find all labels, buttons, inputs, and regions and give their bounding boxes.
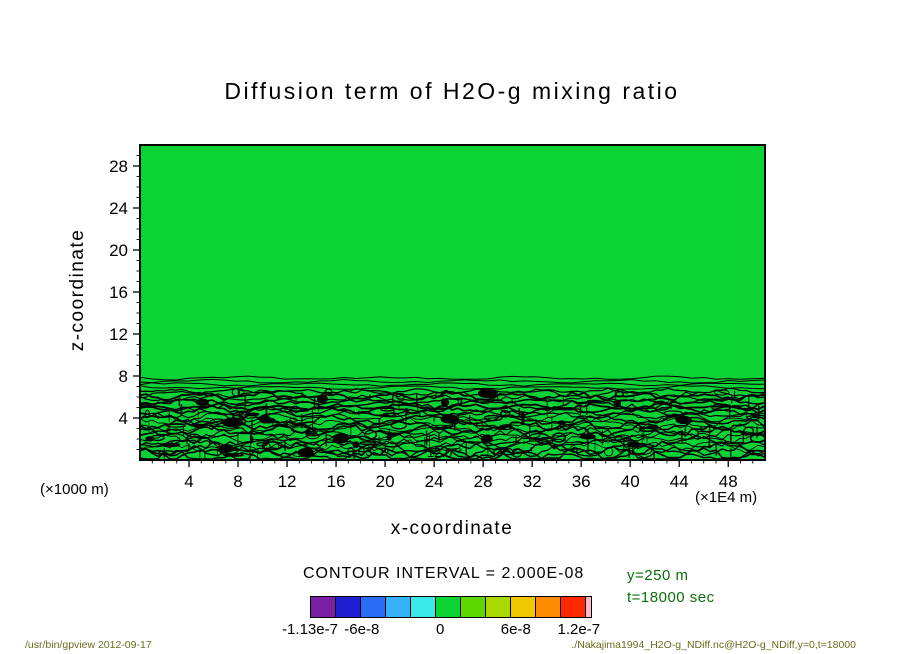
time-annotation: t=18000 sec — [627, 589, 715, 606]
svg-text:28: 28 — [109, 157, 128, 176]
x-axis-ticks — [151, 460, 754, 467]
x-tick-labels: 4 8 12 16 20 24 28 32 36 40 44 48 — [184, 472, 737, 491]
svg-text:20: 20 — [109, 241, 128, 260]
y-slice-annotation: y=250 m — [627, 567, 689, 584]
colorbar-segment — [311, 597, 336, 617]
svg-text:12.0: 12.0 — [427, 445, 452, 460]
svg-text:12: 12 — [109, 325, 128, 344]
contour-band — [139, 375, 766, 460]
svg-text:44: 44 — [670, 472, 689, 491]
colorbar-segment — [585, 597, 591, 617]
colorbar-segment — [485, 597, 511, 617]
colorbar-segment — [435, 597, 461, 617]
svg-text:12: 12 — [278, 472, 297, 491]
svg-text:48: 48 — [719, 472, 738, 491]
y-axis-title: z-coordinate — [67, 228, 88, 352]
colorbar-tick-label: -6e-8 — [344, 621, 380, 638]
svg-text:8: 8 — [233, 472, 242, 491]
chart-title: Diffusion term of H2O-g mixing ratio — [224, 78, 680, 104]
svg-text:40: 40 — [621, 472, 640, 491]
colorbar-labels: -1.13e-7 -6e-8 0 6e-8 1.2e-7 — [282, 621, 600, 639]
colorbar-segment — [510, 597, 536, 617]
footer-source-path: ./Nakajima1994_H2O-g_NDiff.nc@H2O-g_NDif… — [571, 639, 856, 651]
svg-text:24: 24 — [425, 472, 444, 491]
colorbar-segment — [410, 597, 436, 617]
y-axis-ticks — [133, 155, 140, 450]
contour-inline-labels: 0.03 12.0 — [347, 444, 452, 460]
contour-interval-label: CONTOUR INTERVAL = 2.000E-08 — [303, 565, 585, 582]
colorbar-tick-label: 0 — [436, 621, 445, 638]
colorbar — [310, 596, 592, 618]
svg-text:16: 16 — [109, 283, 128, 302]
y-tick-labels: 4 8 12 16 20 24 28 — [109, 157, 128, 428]
colorbar-segment — [560, 597, 586, 617]
colorbar-segment — [460, 597, 486, 617]
svg-text:28: 28 — [474, 472, 493, 491]
colorbar-segment — [535, 597, 561, 617]
svg-text:32: 32 — [523, 472, 542, 491]
svg-text:24: 24 — [109, 199, 128, 218]
svg-text:8: 8 — [119, 367, 128, 386]
y-axis-unit-label: (×1000 m) — [40, 481, 109, 498]
svg-text:16: 16 — [327, 472, 346, 491]
tone-fill — [140, 145, 765, 460]
svg-text:20: 20 — [376, 472, 395, 491]
svg-text:0.03: 0.03 — [347, 444, 372, 459]
colorbar-tick-label: -1.13e-7 — [282, 621, 338, 638]
colorbar-tick-label: 1.2e-7 — [557, 621, 601, 638]
colorbar-segment — [335, 597, 361, 617]
svg-text:36: 36 — [572, 472, 591, 491]
colorbar-tick-label: 6e-8 — [500, 621, 531, 638]
footer-command-date: /usr/bin/gpview 2012-09-17 — [25, 639, 152, 651]
svg-text:4: 4 — [119, 409, 128, 428]
svg-text:4: 4 — [184, 472, 193, 491]
x-axis-title: x-coordinate — [390, 518, 514, 539]
colorbar-segment — [385, 597, 411, 617]
x-axis-unit-label: (×1E4 m) — [695, 489, 758, 506]
colorbar-segment — [360, 597, 386, 617]
